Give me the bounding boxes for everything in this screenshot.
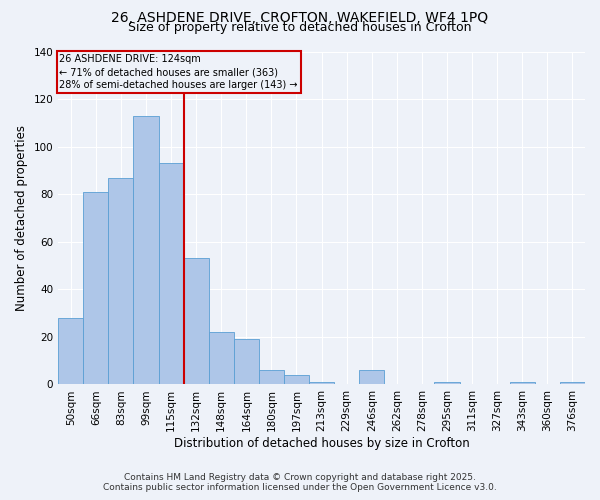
Bar: [359, 370, 385, 384]
Y-axis label: Number of detached properties: Number of detached properties: [15, 125, 28, 311]
Bar: [259, 370, 284, 384]
X-axis label: Distribution of detached houses by size in Crofton: Distribution of detached houses by size …: [174, 437, 469, 450]
Bar: [133, 116, 158, 384]
Bar: [309, 382, 334, 384]
Text: 26 ASHDENE DRIVE: 124sqm
← 71% of detached houses are smaller (363)
28% of semi-: 26 ASHDENE DRIVE: 124sqm ← 71% of detach…: [59, 54, 298, 90]
Bar: [560, 382, 585, 384]
Bar: [158, 164, 184, 384]
Bar: [234, 340, 259, 384]
Bar: [284, 375, 309, 384]
Bar: [58, 318, 83, 384]
Bar: [109, 178, 133, 384]
Bar: [209, 332, 234, 384]
Text: 26, ASHDENE DRIVE, CROFTON, WAKEFIELD, WF4 1PQ: 26, ASHDENE DRIVE, CROFTON, WAKEFIELD, W…: [112, 11, 488, 25]
Bar: [83, 192, 109, 384]
Bar: [510, 382, 535, 384]
Text: Size of property relative to detached houses in Crofton: Size of property relative to detached ho…: [128, 22, 472, 35]
Bar: [434, 382, 460, 384]
Bar: [184, 258, 209, 384]
Text: Contains HM Land Registry data © Crown copyright and database right 2025.
Contai: Contains HM Land Registry data © Crown c…: [103, 473, 497, 492]
